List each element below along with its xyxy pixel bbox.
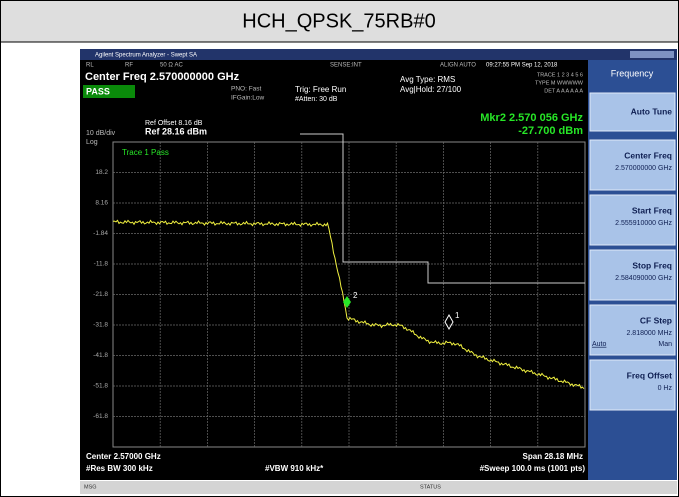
marker-readout: Mkr2 2.570 056 GHz: [480, 112, 583, 124]
type-row: TYPE M WWWWW: [535, 80, 584, 86]
window-buttons[interactable]: [630, 51, 674, 58]
atten: #Atten: 30 dB: [295, 96, 338, 103]
header-title: HCH_QPSK_75RB#0: [242, 10, 435, 32]
align: ALIGN AUTO: [440, 63, 476, 69]
trig: Trig: Free Run: [295, 85, 346, 94]
title-bar: [80, 49, 677, 60]
status-bar: [80, 481, 677, 494]
msg: MSG: [84, 484, 97, 490]
rf: RF: [125, 63, 133, 69]
trace: [112, 219, 585, 390]
softkey-label: Center Freq: [624, 150, 672, 160]
softkey-value: 0 Hz: [658, 385, 673, 392]
softkey-value: 2.818000 MHz: [626, 330, 672, 337]
softkey[interactable]: [589, 304, 676, 356]
footer-rbw: #Res BW 300 kHz: [86, 464, 153, 473]
marker-2-label: 2: [353, 291, 358, 300]
pass: PASS: [86, 86, 110, 96]
ifgain: IFGain:Low: [231, 95, 265, 102]
softkey[interactable]: [589, 359, 676, 411]
center-freq: Center Freq 2.570000000 GHz: [85, 71, 240, 83]
scale: 10 dB/div: [86, 130, 116, 137]
footer-vbw: #VBW 910 kHz*: [265, 464, 324, 473]
y-label: 18.2: [95, 169, 108, 176]
pass-box: [83, 85, 135, 98]
pno: PNO: Fast: [231, 86, 262, 93]
y-label: -11.8: [94, 261, 109, 268]
softkey-value: 2.555910000 GHz: [615, 220, 672, 227]
marker-1-label: 1: [455, 311, 460, 320]
softkey[interactable]: [589, 92, 676, 132]
trace-row: TRACE 1 2 3 4 5 6: [537, 72, 583, 78]
softkey-label: Auto Tune: [631, 106, 673, 116]
y-label: -21.8: [93, 291, 108, 298]
input: 50 Ω AC: [160, 63, 183, 69]
softkey-value: 2.584090000 GHz: [615, 275, 672, 282]
avg-hold: Avg|Hold: 27/100: [400, 85, 462, 94]
softkey-menu: Frequency: [611, 68, 654, 78]
softkey-label: Stop Freq: [632, 260, 672, 270]
log: Log: [86, 139, 98, 146]
marker-2: [343, 296, 351, 308]
rl: RL: [86, 63, 94, 69]
y-label: 8.16: [95, 200, 108, 207]
footer-span: Span 28.18 MHz: [523, 452, 583, 461]
footer-sweep: #Sweep 100.0 ms (1001 pts): [480, 464, 586, 473]
y-label: -1.84: [93, 230, 108, 237]
softkey-value: 2.570000000 GHz: [615, 165, 672, 172]
status: STATUS: [420, 484, 441, 490]
softkey-label: CF Step: [640, 315, 672, 325]
time: 09:27:55 PM Sep 12, 2018: [486, 63, 558, 69]
window-title: Agilent Spectrum Analyzer - Swept SA: [95, 53, 197, 59]
screenshot: Agilent Spectrum Analyzer - Swept SA RL …: [80, 49, 677, 494]
y-label: -51.8: [93, 383, 108, 390]
softkey[interactable]: [589, 194, 676, 246]
det-row: DET A A A A A A: [544, 88, 583, 94]
footer-center: Center 2.57000 GHz: [86, 452, 161, 461]
marker-1: [444, 313, 454, 331]
trace-status: Trace 1 Pass: [122, 148, 169, 157]
softkey-man: Man: [658, 341, 672, 348]
ref-level: Ref 28.16 dBm: [145, 126, 207, 136]
softkey[interactable]: [589, 139, 676, 191]
y-label: -31.8: [93, 322, 108, 329]
sense: SENSE:INT: [330, 63, 362, 69]
y-label: -61.8: [93, 413, 108, 420]
ref-offset: Ref Offset 8.16 dB: [145, 120, 203, 127]
softkey[interactable]: [589, 249, 676, 301]
display: [80, 60, 588, 480]
avg-type: Avg Type: RMS: [400, 75, 455, 84]
header-cell: [1, 1, 678, 42]
limit-line: [300, 133, 585, 284]
softkey-auto: Auto: [592, 341, 607, 348]
softkey-label: Start Freq: [632, 205, 672, 215]
softkey-label: Freq Offset: [627, 370, 673, 380]
y-label: -41.8: [93, 352, 108, 359]
marker-value: -27.700 dBm: [518, 125, 583, 137]
grid: [112, 141, 586, 448]
